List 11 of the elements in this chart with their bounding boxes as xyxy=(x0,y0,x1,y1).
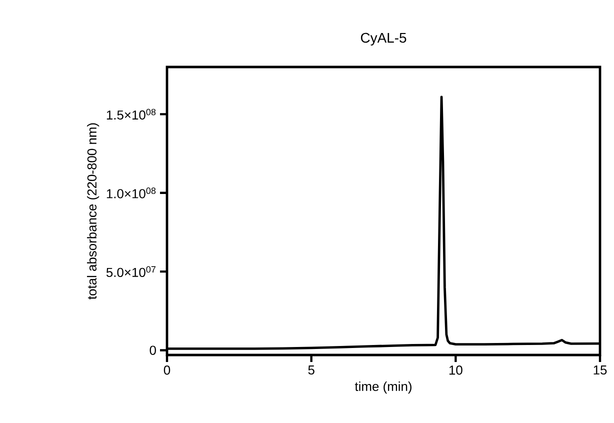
y-tick-label: 1.5×10$^{08}$ xyxy=(106,108,156,120)
y-axis-title: total absorbance (220-800 nm) xyxy=(87,123,100,300)
x-tick-label: 10 xyxy=(449,366,462,375)
y-tick-label: 0 xyxy=(150,346,156,355)
x-tick-label: 5 xyxy=(308,366,314,375)
y-tick-label: 5.0×10$^{07}$ xyxy=(106,266,156,277)
chart-title: CyAL-5 xyxy=(360,32,406,46)
x-tick-label: 0 xyxy=(164,366,170,375)
x-axis-title: time (min) xyxy=(354,382,412,394)
x-tick-label: 15 xyxy=(594,366,607,375)
y-tick-label: 1.0×10$^{08}$ xyxy=(106,188,156,198)
